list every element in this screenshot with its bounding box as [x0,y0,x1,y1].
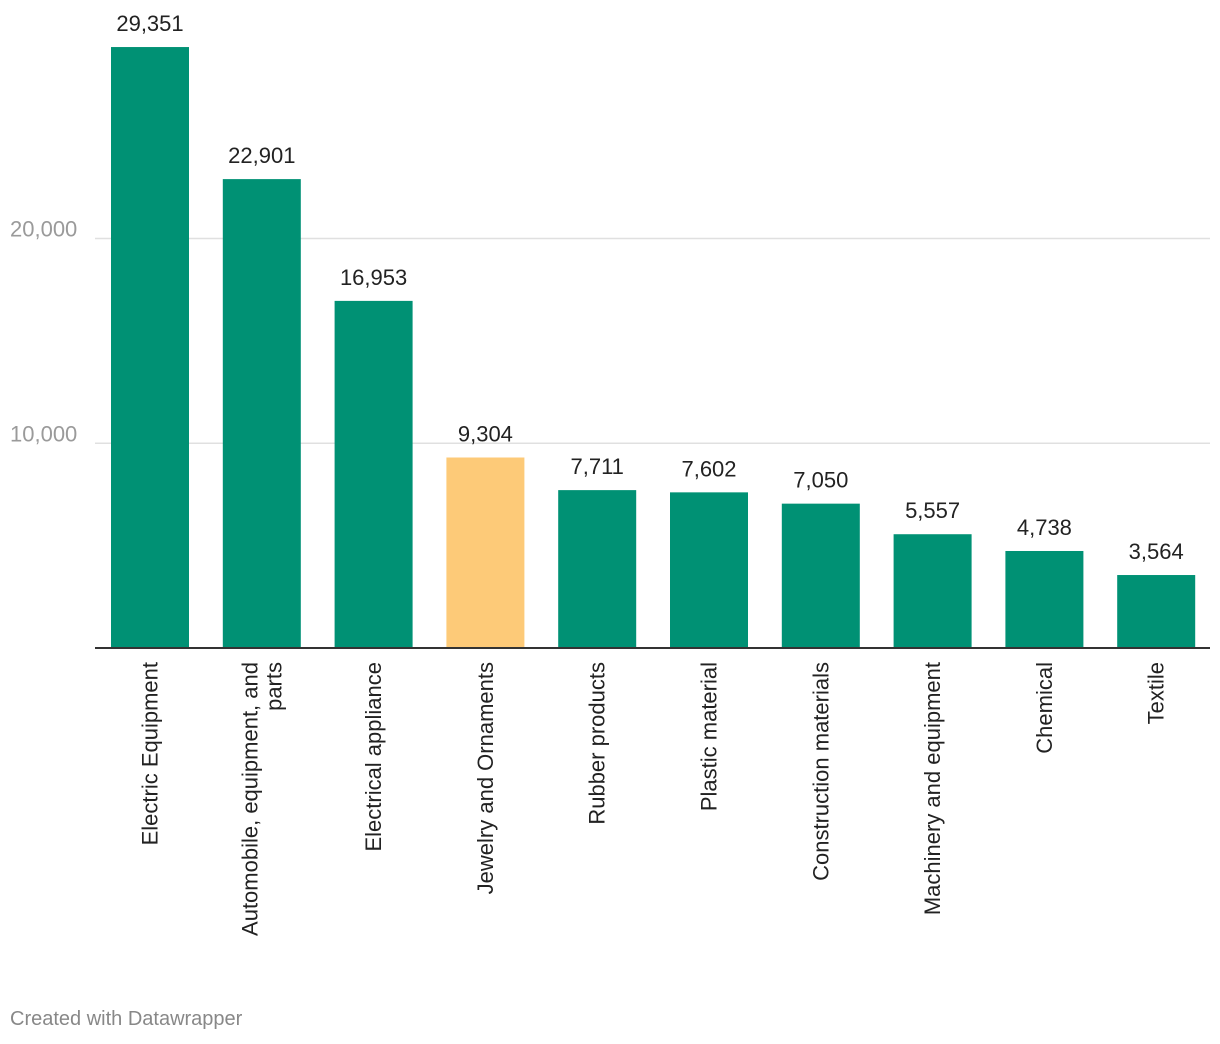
category-labels: Electric Equipment Automobile, equipment,… [138,662,1169,936]
bar [334,300,413,648]
y-axis-tick-labels: 10,000 20,000 [10,217,77,447]
category-label: parts [261,662,286,711]
category-label: Electric Equipment [138,662,163,845]
category-label: Jewelry and Ornaments [473,662,498,894]
category-label: Textile [1144,662,1169,724]
category-label: Rubber products [585,662,610,825]
bar [222,179,301,648]
value-label: 4,738 [1017,515,1072,540]
value-label: 22,901 [228,143,295,168]
category-label: Plastic material [697,662,722,811]
value-label: 7,711 [570,454,623,479]
category-label: Machinery and equipment [920,662,945,915]
bar [781,503,860,648]
bar [1005,550,1084,648]
value-label: 9,304 [458,422,513,447]
bar-chart: 10,000 20,000 29,351 22,901 16,953 9,304 7,71… [10,11,1210,936]
value-label: 3,564 [1129,539,1184,564]
y-tick-label: 10,000 [10,421,77,446]
category-label: Automobile, equipment, and [237,662,262,936]
datawrapper-credit: Created with Datawrapper [10,1008,243,1030]
bar [1117,575,1196,648]
value-label: 29,351 [116,11,183,36]
bar [893,534,972,648]
value-label: 5,557 [905,498,960,523]
value-label: 7,602 [681,456,736,481]
bar [111,47,189,649]
category-label: Construction materials [808,662,833,881]
bars [111,47,1196,649]
value-labels: 29,351 22,901 16,953 9,304 7,711 7,602 7,050 5,… [116,11,1183,564]
bar [446,457,525,648]
category-label: Chemical [1032,662,1057,754]
value-label: 7,050 [793,468,848,493]
bar [670,492,748,648]
category-label: Electrical appliance [361,662,386,852]
bar [558,490,637,648]
y-tick-label: 20,000 [10,217,77,242]
value-label: 16,953 [340,265,407,290]
